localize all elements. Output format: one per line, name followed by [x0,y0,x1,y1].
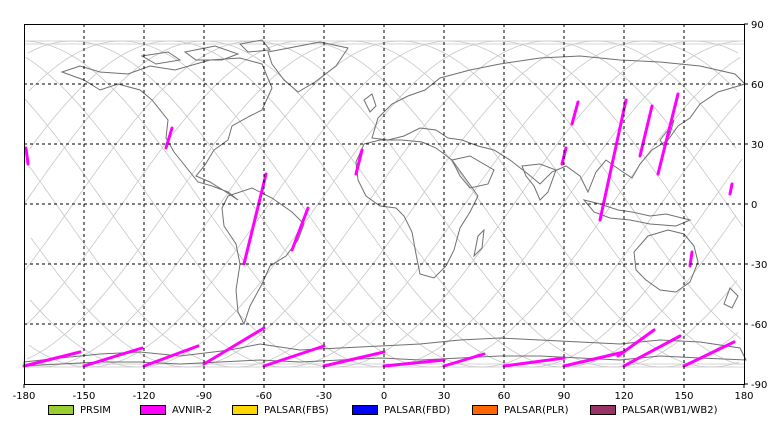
legend-item-palsar-plr: PALSAR(PLR) [472,403,568,417]
avnir-swath [570,100,580,126]
lat-tick-label: 60 [751,80,764,91]
legend-swatch [232,405,258,415]
lon-tick-label: 120 [614,391,633,400]
legend-item-palsar-fbs: PALSAR(FBS) [232,403,329,417]
avnir-swath [562,350,626,368]
legend-label: PALSAR(WB1/WB2) [622,404,718,416]
legend-swatch [48,405,74,415]
lat-tick-label: -30 [751,260,767,271]
lat-tick-label: -90 [751,380,767,391]
coast-africa [355,139,479,279]
legend-swatch [352,405,378,415]
orbit-track [25,40,739,368]
coast-greenland [267,41,349,93]
orbit-track [26,40,740,368]
orbit-track [28,40,742,368]
legend-swatch [472,405,498,415]
legend-item-palsar-wb: PALSAR(WB1/WB2) [590,403,718,417]
legend-swatch [590,405,616,415]
avnir-swath [442,352,486,368]
orbit-track [24,40,738,368]
tick-labels: -180 -150 -120 -90 -60 -30 0 30 60 90 120 150 180 90 6… [13,20,768,400]
coast-japan [659,119,675,147]
avnir-swath [22,350,82,368]
orbit-track [23,40,737,368]
lon-tick-label: 150 [674,391,693,400]
avnir-swath [622,334,682,368]
coast-india [521,163,557,201]
avnir-swath [638,104,654,158]
avnir-swath [354,148,364,176]
legend-label: AVNIR-2 [172,404,212,416]
coast-arabia [451,155,495,189]
legend-item-avnir-2: AVNIR-2 [140,403,212,417]
lon-tick-label: 60 [498,391,511,400]
legend-item-prsim: PRSIM [48,403,111,417]
coast-british-isles [363,93,377,113]
avnir-swath [616,328,656,358]
lon-tick-label: -60 [256,391,272,400]
legend-item-palsar-fbd: PALSAR(FBD) [352,403,450,417]
avnir-swath [262,344,326,368]
lon-tick-label: -30 [316,391,332,400]
lat-tick-label: 90 [751,20,764,31]
lon-tick-label: -90 [196,391,212,400]
coast-south-america [221,187,305,326]
coast-new-zealand [723,287,739,309]
avnir-swath [242,172,268,266]
legend-label: PALSAR(PLR) [504,404,569,416]
lon-tick-label: 90 [558,391,571,400]
map-grid [24,24,744,384]
coast-eurasia [371,55,746,194]
lat-tick-label: -60 [751,320,767,331]
legend-label: PALSAR(FBS) [264,404,329,416]
legend-label: PALSAR(FBD) [384,404,451,416]
legend-label: PRSIM [80,404,111,416]
orbit-track [28,40,742,368]
lon-tick-label: -120 [133,391,156,400]
avnir-swath [682,340,736,368]
avnir-swaths [22,92,736,368]
lon-tick-label: 0 [381,391,387,400]
orbit-track [30,40,744,368]
avnir-swath [382,358,446,368]
lon-tick-label: -150 [73,391,96,400]
avnir-swath [656,92,680,176]
lat-tick-label: 30 [751,140,764,151]
avnir-swath [24,146,30,166]
coastlines [23,39,747,367]
coast-australia [633,229,699,293]
coast-arctic-islands [140,39,271,65]
orbit-track [27,40,741,368]
coast-antarctica [23,337,747,367]
avnir-swath [502,356,566,368]
coast-indonesia [582,199,692,227]
world-map: -180 -150 -120 -90 -60 -30 0 30 60 90 120 150 180 90 6… [13,20,768,400]
avnir-swath [322,350,386,368]
avnir-swath [82,346,144,368]
lon-tick-label: 30 [438,391,451,400]
coast-madagascar [473,228,485,258]
avnir-swath [202,326,266,366]
lon-tick-label: -180 [13,391,36,400]
avnir-swath [728,182,734,196]
orbit-track [29,40,743,368]
legend-swatch [140,405,166,415]
avnir-swath [142,344,200,368]
avnir-swath [290,206,310,252]
orbit-track [29,40,743,368]
lon-tick-label: 180 [734,391,753,400]
legend: PRSIM AVNIR-2 PALSAR(FBS) PALSAR(FBD) PA… [0,400,770,422]
avnir-swath [598,98,628,222]
coast-north-america [60,57,273,201]
lat-tick-label: 0 [751,200,757,211]
avnir-swath [164,126,174,150]
orbit-track [23,40,737,368]
